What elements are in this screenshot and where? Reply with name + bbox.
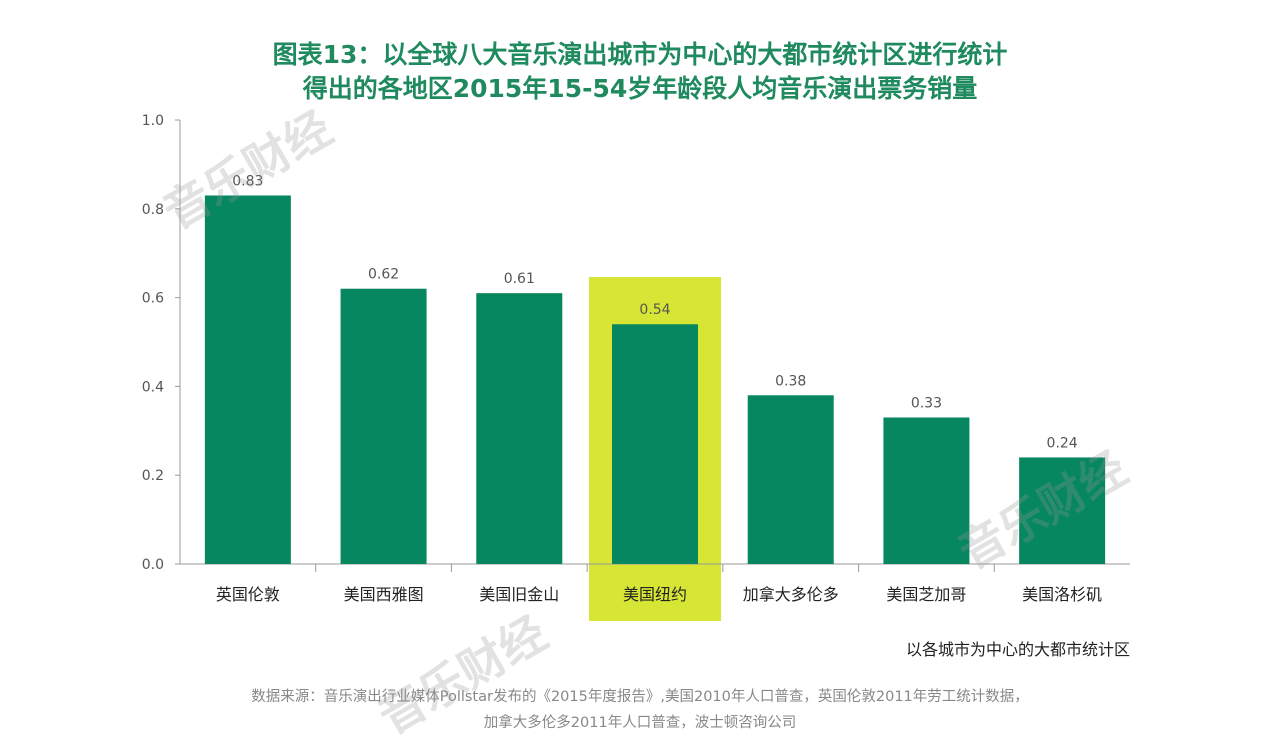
data-source-line2: 加拿大多伦多2011年人口普查，波士顿咨询公司 [483, 715, 797, 731]
bar [612, 324, 698, 564]
data-label: 0.62 [368, 267, 399, 283]
y-tick-label: 0.2 [142, 468, 164, 484]
bar [204, 195, 291, 565]
category-label: 英国伦敦 [216, 585, 280, 604]
bar [1019, 457, 1106, 564]
y-tick-label: 0.4 [142, 379, 164, 395]
category-label: 美国西雅图 [344, 585, 424, 604]
data-label: 0.61 [504, 271, 535, 287]
bar [476, 293, 563, 564]
data-source: 数据来源：音乐演出行业媒体Pollstar发布的《2015年度报告》,美国201… [0, 684, 1280, 736]
data-label: 0.83 [232, 173, 263, 189]
bar [340, 288, 427, 564]
data-label: 0.33 [911, 395, 942, 411]
category-label: 美国洛杉矶 [1022, 585, 1102, 604]
chart-title: 图表13：以全球八大音乐演出城市为中心的大都市统计区进行统计 得出的各地区201… [0, 38, 1280, 106]
chart-title-line1: 图表13：以全球八大音乐演出城市为中心的大都市统计区进行统计 [272, 40, 1008, 69]
data-source-line1: 数据来源：音乐演出行业媒体Pollstar发布的《2015年度报告》,美国201… [251, 689, 1029, 705]
data-label: 0.38 [775, 373, 806, 389]
chart-title-line2: 得出的各地区2015年15-54岁年龄段人均音乐演出票务销量 [302, 74, 978, 103]
category-label: 美国纽约 [623, 585, 687, 604]
category-label: 美国芝加哥 [886, 585, 966, 604]
category-label: 加拿大多伦多 [743, 585, 839, 604]
data-label: 0.24 [1047, 435, 1078, 451]
bar [883, 417, 970, 564]
y-tick-label: 0.6 [142, 291, 164, 307]
y-tick-label: 0.8 [142, 202, 164, 218]
category-label: 美国旧金山 [479, 585, 559, 604]
x-axis-note: 以各城市为中心的大都市统计区 [905, 640, 1130, 659]
bar [747, 395, 834, 564]
y-tick-label: 1.0 [142, 113, 164, 129]
data-label: 0.54 [639, 302, 670, 318]
y-tick-label: 0.0 [142, 557, 164, 573]
